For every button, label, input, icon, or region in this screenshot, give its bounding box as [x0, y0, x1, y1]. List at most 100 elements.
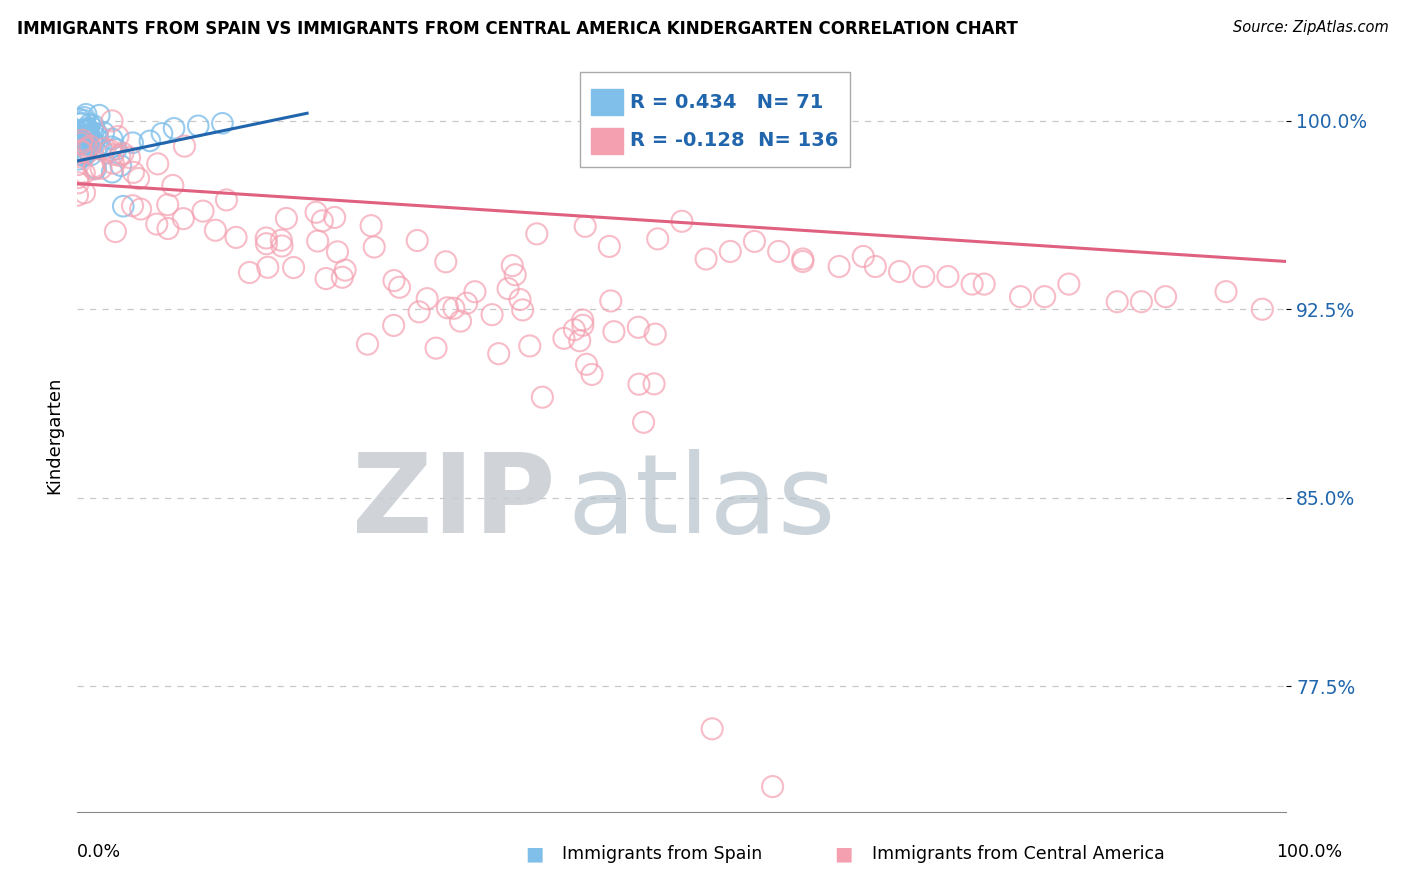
Point [254, 231, 277, 245]
Point [67, 176, 90, 190]
Point [111, 146, 134, 161]
Point [1057, 277, 1080, 291]
Point [627, 320, 650, 334]
Point [315, 271, 337, 285]
Point [77, 137, 100, 152]
Point [101, 165, 124, 179]
Point [852, 250, 875, 264]
Point [77, 123, 100, 137]
Point [792, 254, 814, 268]
Point [73, 130, 96, 145]
Point [434, 254, 457, 268]
Point [70, 145, 93, 159]
Point [83, 161, 105, 176]
Point [323, 211, 346, 225]
Text: ■: ■ [524, 844, 544, 863]
Point [307, 234, 329, 248]
Text: Source: ZipAtlas.com: Source: ZipAtlas.com [1233, 20, 1389, 35]
Point [481, 308, 503, 322]
Y-axis label: Kindergarten: Kindergarten [45, 376, 63, 493]
Point [83, 136, 105, 151]
Point [1215, 285, 1237, 299]
Point [204, 223, 226, 237]
Point [70, 136, 93, 150]
Point [67, 170, 90, 185]
Point [139, 134, 162, 148]
Point [77, 129, 100, 144]
Point [73, 113, 96, 128]
Point [93, 126, 115, 140]
Point [382, 274, 405, 288]
FancyBboxPatch shape [592, 89, 623, 114]
Point [575, 357, 598, 371]
Text: R = -0.128  N= 136: R = -0.128 N= 136 [630, 131, 838, 150]
Point [509, 293, 531, 307]
Point [496, 282, 519, 296]
Point [581, 368, 603, 382]
Point [553, 331, 575, 345]
Point [865, 260, 887, 274]
Point [572, 318, 595, 333]
Point [519, 339, 541, 353]
Point [1251, 302, 1274, 317]
Point [425, 341, 447, 355]
Point [112, 199, 135, 213]
Point [456, 296, 478, 310]
Point [75, 146, 97, 161]
Point [333, 263, 356, 277]
Point [363, 240, 385, 254]
Point [86, 128, 108, 143]
Point [108, 148, 131, 162]
Point [702, 722, 724, 736]
Point [568, 334, 591, 348]
Point [82, 121, 104, 136]
Point [912, 269, 935, 284]
Point [156, 197, 179, 211]
Point [76, 133, 98, 147]
Point [72, 149, 94, 163]
Point [416, 292, 439, 306]
Point [129, 202, 152, 216]
Point [76, 124, 98, 138]
Point [94, 142, 117, 156]
Point [86, 127, 108, 141]
Point [436, 301, 458, 315]
Text: 0.0%: 0.0% [77, 843, 121, 861]
Point [408, 305, 430, 319]
Point [187, 119, 209, 133]
FancyBboxPatch shape [592, 128, 623, 153]
Point [270, 233, 292, 247]
Point [87, 138, 110, 153]
Point [671, 214, 693, 228]
Point [69, 117, 91, 131]
Point [67, 112, 90, 127]
Point [73, 124, 96, 138]
Point [326, 244, 349, 259]
Point [76, 121, 98, 136]
Point [75, 129, 97, 144]
Point [104, 225, 127, 239]
Point [79, 148, 101, 162]
Point [644, 327, 666, 342]
Point [146, 157, 169, 171]
Point [70, 133, 93, 147]
Point [526, 227, 548, 241]
Point [388, 280, 411, 294]
Point [792, 252, 814, 266]
Point [84, 130, 107, 145]
Point [1107, 294, 1129, 309]
Point [571, 313, 593, 327]
Point [744, 235, 766, 249]
Point [254, 236, 277, 251]
Point [173, 139, 195, 153]
Point [76, 141, 98, 155]
Point [110, 159, 132, 173]
Text: 100.0%: 100.0% [1277, 843, 1343, 861]
Point [464, 285, 486, 299]
Point [73, 166, 96, 180]
Point [73, 111, 96, 125]
Point [450, 314, 472, 328]
Point [103, 156, 125, 170]
Point [105, 142, 128, 156]
Point [215, 193, 238, 207]
